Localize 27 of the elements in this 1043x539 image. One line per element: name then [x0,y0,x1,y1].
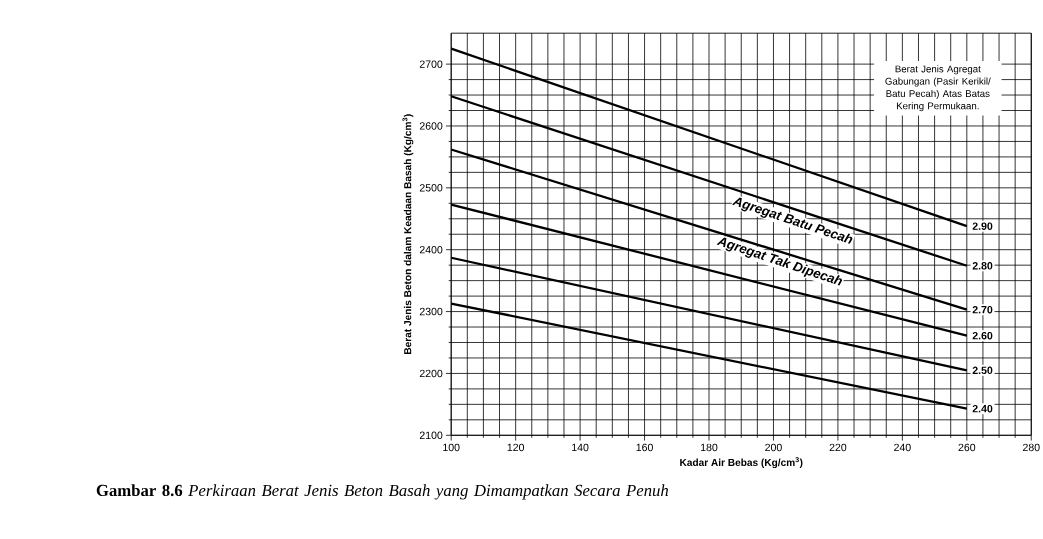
x-tick-label: 100 [443,443,460,452]
series-label: 2.70 [972,305,993,314]
y-tick-label: 2500 [419,184,443,192]
y-tick-label: 2700 [419,60,443,68]
x-axis-title: Kadar Air Bebas (Kg/cm$^{3}$) [680,457,803,468]
series-label: 2.80 [972,261,993,270]
x-tick-label: 120 [507,443,525,452]
annotation: Berat Jenis Agregat Gabungan (Pasir Kerikil/ Batu Pecah) Atas Batas Kering Permukaan. [885,65,991,112]
x-tick-label: 280 [1023,443,1040,452]
y-axis-title: Berat Jenis Beton dalam Keadaan Basah (Kg/cm$^{3}$) [402,114,414,354]
x-tick-label: 140 [572,443,589,452]
x-tick-label: 240 [894,443,911,452]
series-label: 2.90 [972,222,993,230]
y-tick-label: 2300 [419,307,443,316]
y-tick-label: 2600 [419,122,443,130]
text: Gambar 8.6 Perkiraan Berat Jenis Beton Basah yang Dimampatkan Secara Penuh [96,484,669,500]
y-tick-label: 2100 [419,431,443,439]
series-label: 2.40 [972,404,993,413]
series-label: 2.60 [972,331,993,340]
y-tick-label: 2400 [419,245,443,254]
x-tick-label: 260 [958,443,976,452]
y-tick-label: 2200 [419,369,443,378]
x-tick-label: 200 [765,443,782,452]
x-tick-label: 160 [636,443,653,452]
x-tick-label: 220 [829,443,847,452]
series-label: 2.50 [972,366,993,374]
x-tick-label: 180 [701,443,718,452]
